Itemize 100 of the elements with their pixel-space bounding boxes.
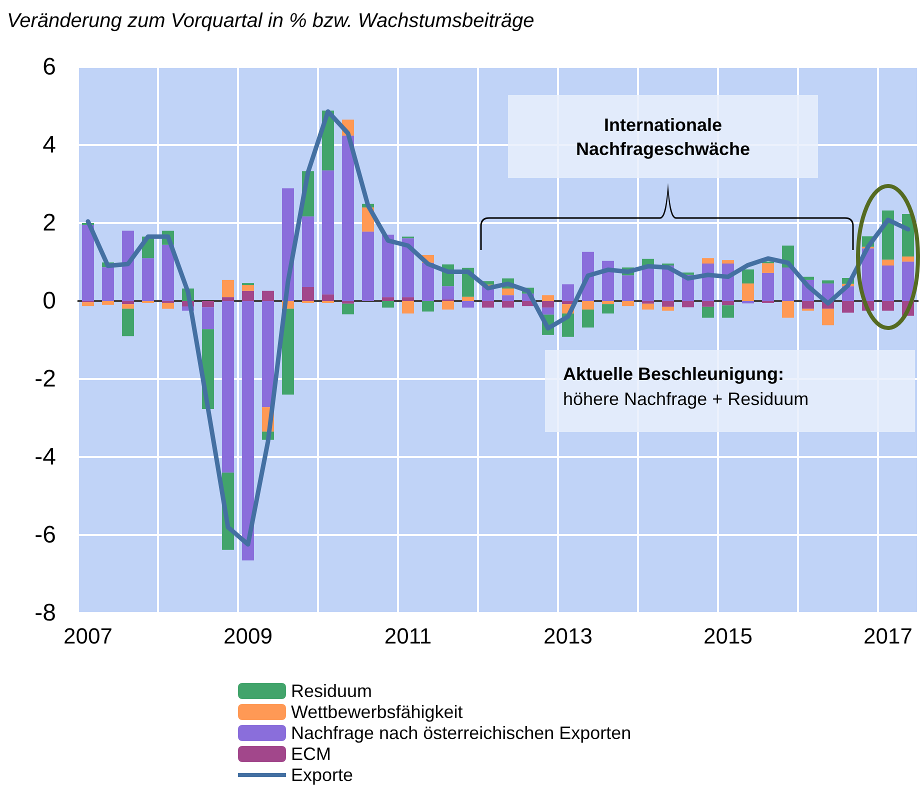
bar [482,301,494,308]
bar [382,297,394,301]
bar [842,301,854,313]
bar [642,304,654,310]
chart-title: Veränderung zum Vorquartal in % bzw. Wachstumsbeiträge [7,10,534,32]
bar [382,301,394,308]
bar [502,301,514,308]
bar [302,216,314,287]
text-box: Internationale Nachfrageschwäche [508,95,818,178]
bar [222,301,234,473]
bar [402,238,414,298]
bar [622,275,634,301]
bar [382,234,394,298]
text-box: Aktuelle Beschleunigung: höhere Nachfrage + Residuum [545,350,915,432]
bar [662,306,674,311]
y-tick-label: 6 [42,54,56,80]
bar [762,263,774,273]
bar [342,301,354,304]
bar [422,301,434,312]
bar [642,301,654,304]
bar [402,301,414,314]
bar [722,301,734,306]
bar [122,308,134,336]
bar [882,301,894,311]
bar [302,286,314,301]
bar [502,288,514,296]
bar [402,297,414,301]
x-tick-label: 2017 [864,624,912,648]
bar [202,301,214,308]
bar [122,304,134,309]
bar [462,301,474,308]
bar [442,301,454,310]
bar [342,304,354,314]
bar [542,308,554,315]
legend-label: ECM [291,744,331,764]
y-tick-label: -2 [34,366,56,392]
bar [662,301,674,307]
y-tick-label: -8 [34,600,56,626]
bar [122,230,134,301]
bar [722,260,734,264]
bar [462,296,474,301]
bar [542,301,554,308]
bar [742,283,754,301]
bar [262,301,274,408]
bar [202,307,214,330]
legend-label: Exporte [291,765,354,785]
bar [802,301,814,309]
x-tick-label: 2013 [544,624,592,648]
bar [722,305,734,318]
bar [882,266,894,301]
bar [82,302,94,306]
bar [122,301,134,304]
bar [162,244,174,301]
x-tick-label: 2015 [704,624,752,648]
bar [242,285,254,291]
bar [742,269,754,284]
bar [562,284,574,301]
bar [222,280,234,298]
bar [602,304,614,314]
bar [762,272,774,301]
y-tick-label: -6 [34,522,56,548]
y-tick-label: 2 [42,210,56,236]
annotation: höhere Nachfrage + Residuum [563,388,810,411]
bar [242,301,254,560]
bar [582,301,594,310]
bar [422,262,434,301]
bar [882,260,894,266]
bar [902,256,914,262]
legend-label: Residuum [291,681,372,701]
bar [102,267,114,301]
bar [702,306,714,318]
bar [602,301,614,304]
annotation: Aktuelle Beschleunigung: [563,363,786,386]
bar [442,286,454,300]
bar [162,302,174,309]
legend-label: Nachfrage nach österreichischen Exporten [291,723,632,743]
bar [822,308,834,326]
bar [582,310,594,328]
bar [702,258,714,264]
bar [782,267,794,301]
x-tick-label: 2009 [224,624,272,648]
bar [362,232,374,301]
bar [682,301,694,308]
y-tick-label: -4 [34,444,56,470]
bar [322,170,334,294]
bar [622,301,634,306]
y-tick-label: 4 [42,132,56,158]
bar [102,301,114,305]
x-tick-label: 2007 [64,624,112,648]
bar [702,301,714,307]
bar [282,308,294,395]
bar [782,301,794,318]
bar [242,290,254,301]
bar [342,136,354,301]
bar [322,294,334,301]
legend-label: Wettbewerbsfähigkeit [291,702,463,722]
y-tick-label: 0 [42,288,56,314]
bar [142,258,154,301]
bar [222,297,234,301]
bar [262,290,274,301]
